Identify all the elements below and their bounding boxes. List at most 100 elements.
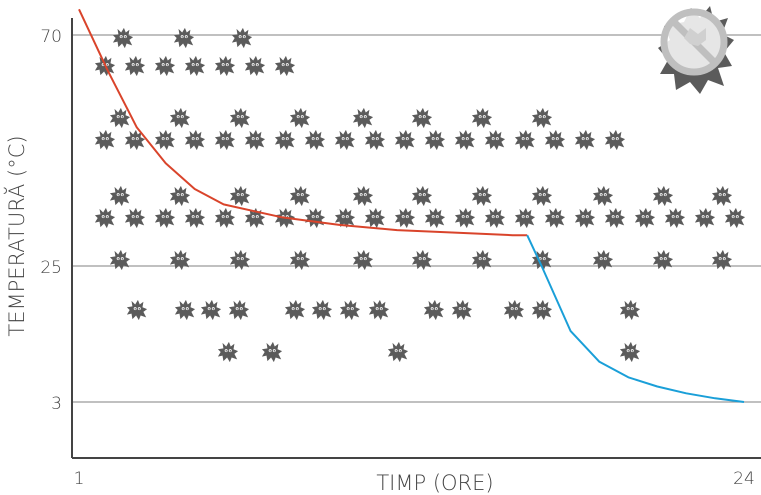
bacteria-icon	[411, 185, 433, 207]
bacteria-icon	[544, 207, 566, 229]
bacteria-icon	[229, 185, 251, 207]
bacteria-icon	[352, 185, 374, 207]
bacteria-icon	[124, 55, 146, 77]
bacteria-icon	[619, 299, 641, 321]
bacteria-icon	[284, 299, 306, 321]
bacteria-icon	[592, 249, 614, 271]
y-tick-label: 3	[51, 394, 62, 414]
bacteria-icon	[619, 341, 641, 363]
bacteria-icon	[261, 341, 283, 363]
bacteria-icon	[544, 129, 566, 151]
bacteria-icon	[289, 249, 311, 271]
bacteria-icon	[652, 249, 674, 271]
bacteria-icon	[304, 129, 326, 151]
x-axis-title: TIMP (ORE)	[376, 471, 493, 495]
bacteria-icon	[184, 207, 206, 229]
bacteria-icon	[451, 299, 473, 321]
bacteria-icon	[604, 129, 626, 151]
no-bacteria-icon	[658, 6, 734, 94]
bacteria-icon	[471, 249, 493, 271]
bacteria-icon	[592, 185, 614, 207]
bacteria-icon	[339, 299, 361, 321]
bacteria-icon	[289, 185, 311, 207]
bacteria-icon	[154, 55, 176, 77]
bacteria-icon	[694, 207, 716, 229]
bacteria-icon	[169, 185, 191, 207]
gridlines	[72, 34, 761, 403]
bacteria-icon	[711, 249, 733, 271]
bacteria-icon	[200, 299, 222, 321]
bacteria-icon	[634, 207, 656, 229]
x-tick-label: 1	[74, 469, 85, 489]
bacteria-icon	[169, 249, 191, 271]
bacteria-icon	[244, 129, 266, 151]
bacteria-icon	[454, 129, 476, 151]
bacteria-icon	[652, 185, 674, 207]
bacteria-icon	[214, 129, 236, 151]
bacteria-icon	[471, 107, 493, 129]
bacteria-icon	[574, 207, 596, 229]
bacteria-icon	[229, 107, 251, 129]
bacteria-icon	[574, 129, 596, 151]
bacteria-icon	[394, 207, 416, 229]
bacteria-icon	[503, 299, 525, 321]
bacteria-icon	[229, 249, 251, 271]
bacteria-icon	[604, 207, 626, 229]
bacteria-icon	[411, 107, 433, 129]
bacteria-icon	[531, 299, 553, 321]
bacteria-icon	[304, 207, 326, 229]
bacteria-icon	[531, 107, 553, 129]
series-layer	[78, 8, 745, 403]
bacteria-icon	[364, 129, 386, 151]
bacteria-icon	[217, 341, 239, 363]
bacteria-icon	[334, 129, 356, 151]
bacteria-icon	[711, 185, 733, 207]
series-line-1	[526, 234, 745, 403]
bacteria-icon	[109, 107, 131, 129]
bacteria-icon	[274, 55, 296, 77]
x-tick-label: 24	[733, 469, 755, 489]
bacteria-icon	[184, 129, 206, 151]
bacteria-icon	[352, 107, 374, 129]
bacteria-icon	[126, 299, 148, 321]
bacteria-icon	[173, 27, 195, 49]
bacteria-icon	[411, 249, 433, 271]
bacteria-icon	[424, 129, 446, 151]
bacteria-icon	[214, 55, 236, 77]
bacteria-icon	[424, 207, 446, 229]
bacteria-icon	[244, 55, 266, 77]
bacteria-icon	[454, 207, 476, 229]
bacteria-icon	[484, 207, 506, 229]
bacteria-icon	[514, 207, 536, 229]
bacteria-icon	[724, 207, 746, 229]
y-tick-label: 70	[40, 27, 62, 47]
bacteria-icon	[394, 129, 416, 151]
bacteria-icon	[664, 207, 686, 229]
bacteria-icon	[94, 129, 116, 151]
bacteria-icon	[423, 299, 445, 321]
bacteria-icon	[289, 107, 311, 129]
bacteria-icon	[531, 185, 553, 207]
bacteria-icon	[124, 207, 146, 229]
y-axis-title: TEMPERATURĂ (°C)	[3, 135, 29, 336]
bacteria-icon	[109, 249, 131, 271]
bacteria-icon	[174, 299, 196, 321]
bacteria-icon	[311, 299, 333, 321]
bacteria-icon	[352, 249, 374, 271]
bacteria-icon	[368, 299, 390, 321]
bacteria-icon	[169, 107, 191, 129]
bacteria-icon	[231, 27, 253, 49]
y-tick-label: 25	[40, 258, 62, 278]
series-line-0	[78, 8, 528, 237]
bacteria-icon	[154, 207, 176, 229]
bacteria-icon	[364, 207, 386, 229]
bacteria-icon	[184, 55, 206, 77]
bacteria-icon	[274, 129, 296, 151]
bacteria-icon	[112, 27, 134, 49]
bacteria-icon	[484, 129, 506, 151]
bacteria-icon	[514, 129, 536, 151]
bacteria-icon	[387, 341, 409, 363]
bacteria-icon	[471, 185, 493, 207]
bacteria-icon	[228, 299, 250, 321]
